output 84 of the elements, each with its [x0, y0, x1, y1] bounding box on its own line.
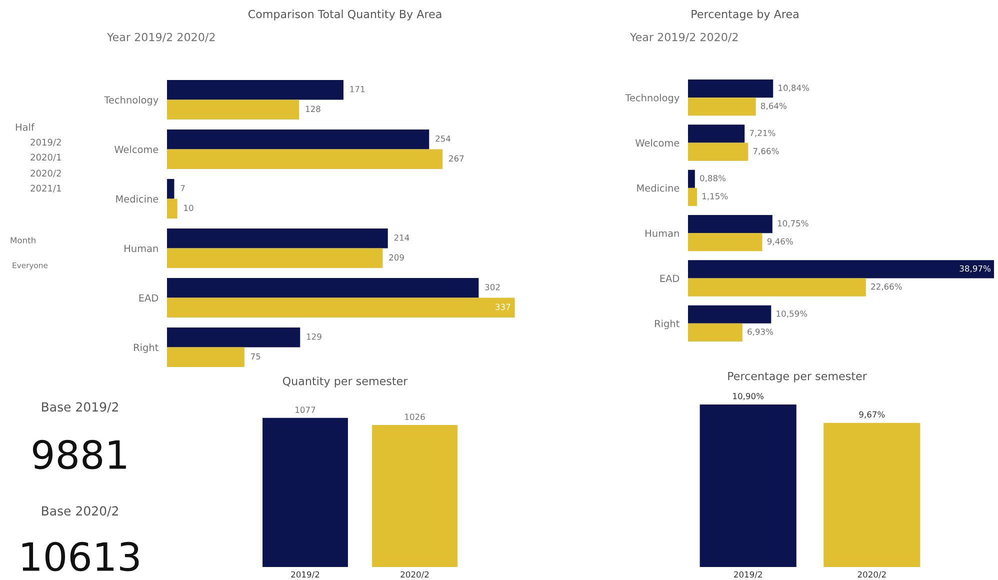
- y-tick-label: Welcome: [636, 139, 680, 147]
- data-label: 129: [306, 333, 322, 340]
- y-tick-label: Technology: [625, 94, 680, 104]
- bar: [688, 188, 698, 206]
- chart-title: Comparison Total Quantity By Area: [248, 10, 442, 20]
- bar: [688, 142, 748, 161]
- data-label: 7: [180, 185, 185, 192]
- bar: [688, 260, 994, 278]
- x-tick-label: 2019/2: [291, 571, 320, 578]
- data-label: 0,88%: [700, 175, 726, 182]
- data-label: 254: [436, 135, 450, 142]
- data-label: 10,90%: [733, 392, 764, 400]
- data-label: 10,75%: [778, 220, 808, 228]
- data-label: 9,46%: [767, 238, 793, 246]
- y-tick-label: Medicine: [116, 195, 158, 203]
- data-label: 267: [449, 155, 464, 162]
- bar: [167, 80, 344, 100]
- bar: [688, 80, 774, 98]
- y-tick-label: Medicine: [637, 184, 680, 192]
- chart-subtitle: Year 2019/2 2020/2: [106, 32, 215, 42]
- text: Half: [16, 123, 35, 131]
- data-label: 10: [184, 204, 194, 212]
- y-tick-label: Technology: [104, 96, 158, 106]
- bar: [167, 129, 430, 150]
- bar: [167, 278, 479, 298]
- data-label: 38,97%: [960, 265, 990, 272]
- data-label: 1026: [405, 414, 425, 420]
- data-label: 214: [394, 234, 410, 241]
- x-tick-label: 2020/2: [400, 571, 429, 578]
- y-tick-label: Right: [134, 344, 158, 353]
- data-label: 75: [250, 353, 260, 360]
- bar: [688, 124, 745, 143]
- data-label: 1,15%: [702, 193, 728, 200]
- data-label: 209: [389, 254, 404, 261]
- bar: [688, 233, 762, 252]
- chart-subtitle: Year 2019/2 2020/2: [630, 32, 738, 42]
- bar: [688, 278, 866, 296]
- bar: [688, 170, 695, 188]
- bar: [167, 228, 388, 248]
- bar: [167, 149, 443, 170]
- data-label: 7,66%: [753, 148, 779, 156]
- data-label: 22,66%: [871, 283, 902, 291]
- bar: [688, 215, 772, 234]
- bar: [688, 323, 742, 342]
- y-tick-label: EAD: [660, 274, 680, 282]
- text: Base 2019/2: [42, 402, 118, 413]
- y-tick-label: Welcome: [114, 146, 158, 154]
- bar: [167, 298, 515, 318]
- data-label: 10,59%: [776, 310, 808, 318]
- chart-title: Percentage per semester: [728, 372, 867, 382]
- text: Base 2020/2: [42, 506, 118, 517]
- text: 2020/2: [30, 170, 61, 178]
- text: 2020/1: [30, 154, 61, 162]
- bar: [688, 305, 772, 324]
- bar: [167, 347, 244, 368]
- bar: [688, 98, 756, 116]
- data-label: 7,21%: [750, 130, 776, 137]
- bar: [167, 327, 300, 348]
- data-label: 302: [485, 284, 500, 290]
- y-tick-label: Human: [646, 230, 679, 237]
- x-tick-label: 2019/2: [734, 571, 762, 578]
- bar: [167, 198, 178, 219]
- data-label: 9,67%: [859, 411, 885, 418]
- data-label: 1077: [296, 406, 316, 413]
- text: Month: [10, 236, 36, 244]
- data-label: 10,84%: [778, 84, 810, 92]
- y-tick-label: Human: [124, 244, 158, 252]
- data-label: 6,93%: [748, 328, 774, 336]
- text: 2019/2: [30, 138, 61, 146]
- data-label: 128: [306, 106, 320, 112]
- x-tick-label: 2020/2: [858, 571, 886, 578]
- data-label: 337: [496, 304, 510, 310]
- chart-title: Quantity per semester: [282, 376, 408, 388]
- data-label: 8,64%: [761, 102, 786, 110]
- bar: [167, 178, 174, 199]
- data-label: 171: [350, 86, 365, 92]
- bar: [167, 248, 383, 268]
- chart-title: Percentage by Area: [692, 10, 798, 20]
- bar: [167, 100, 300, 120]
- text: 9881: [32, 440, 126, 470]
- text: 2021/1: [30, 184, 61, 192]
- text: 10613: [22, 542, 139, 572]
- y-tick-label: Right: [655, 320, 680, 330]
- y-tick-label: EAD: [139, 294, 158, 302]
